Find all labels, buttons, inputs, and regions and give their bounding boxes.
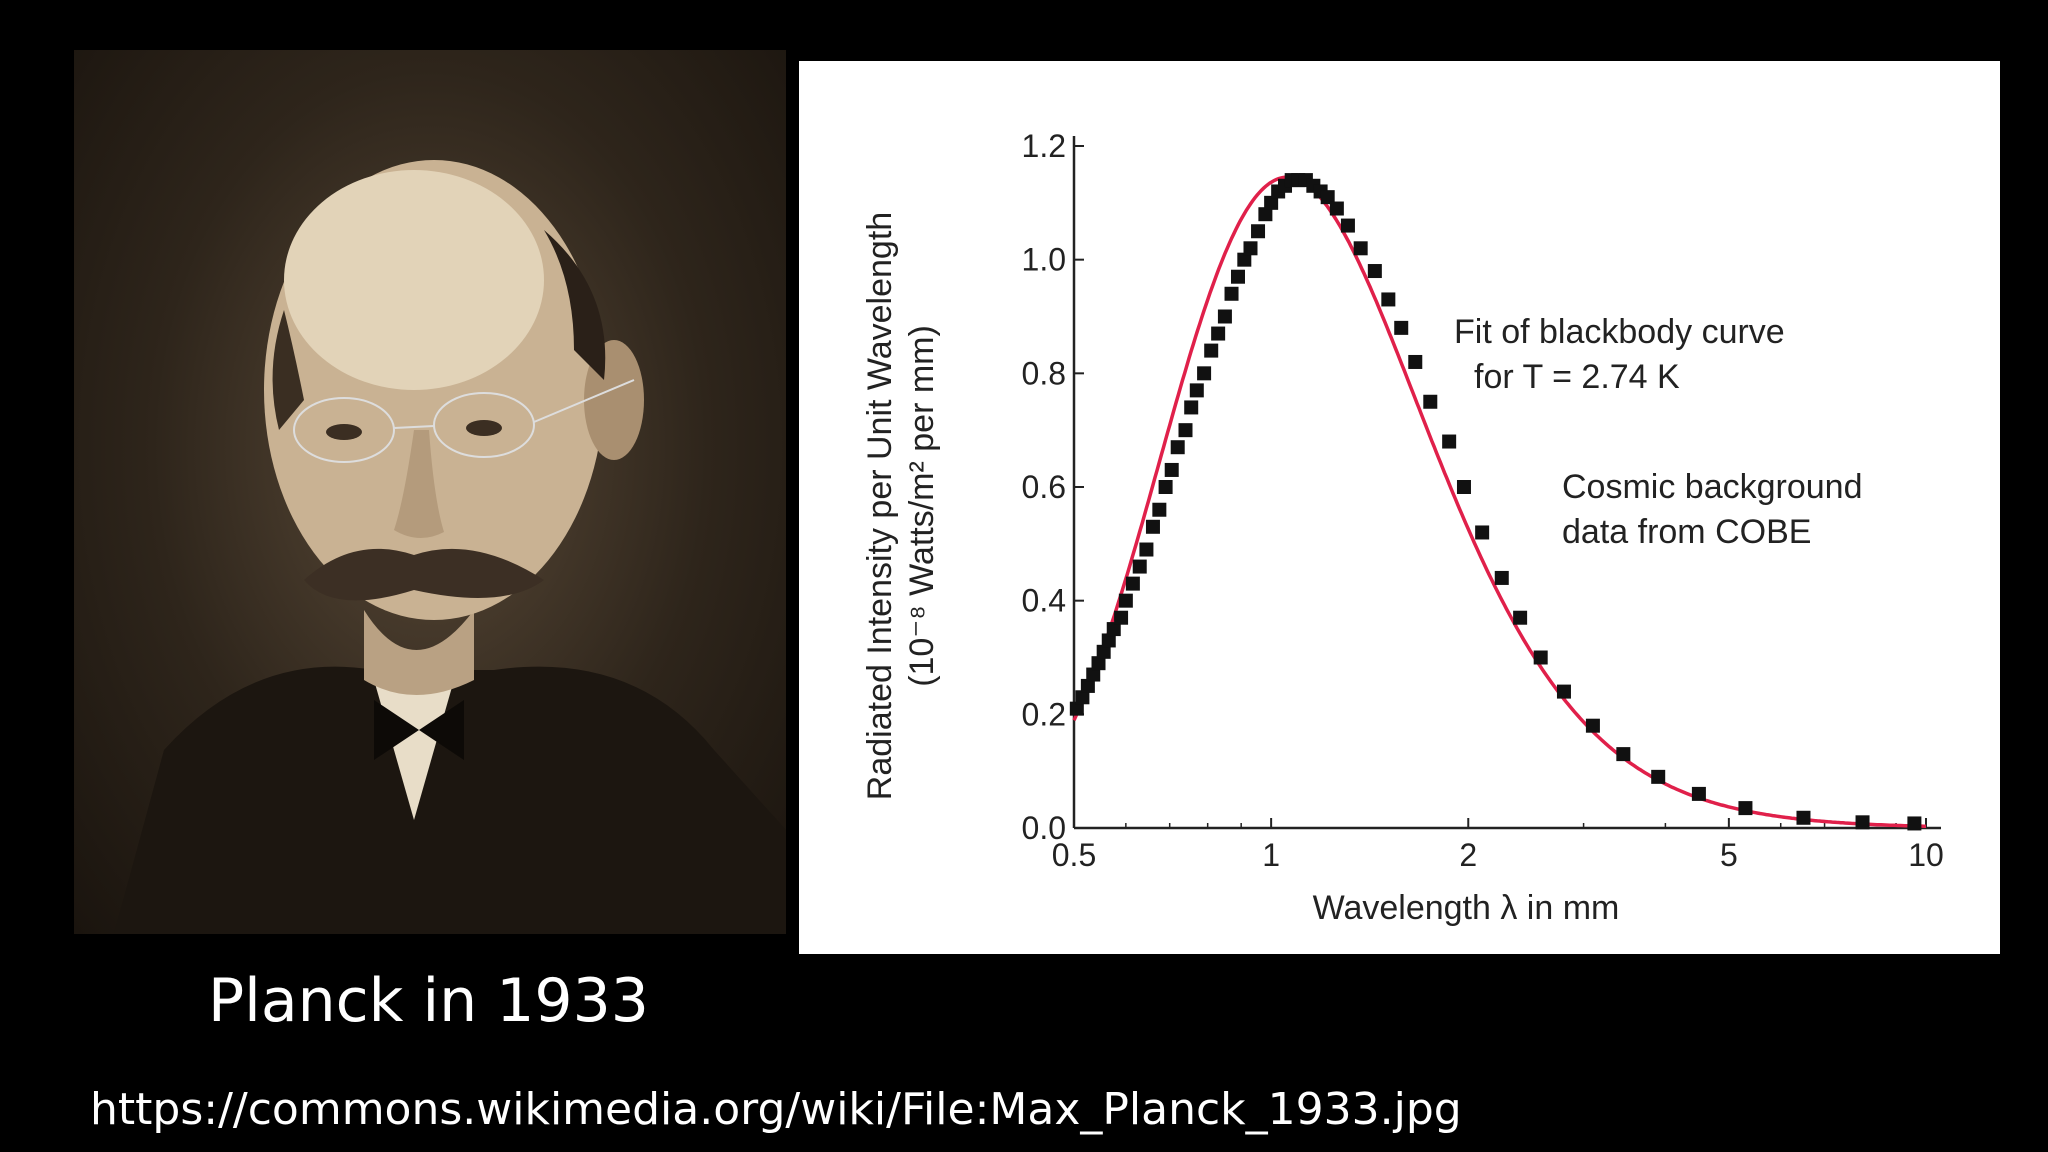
cobe-data-point [1164,462,1179,477]
cobe-data-point [1533,650,1548,665]
cobe-data-point [1139,542,1154,557]
x-tick-label: 0.5 [1052,837,1096,873]
y-tick-label: 0.8 [1022,355,1066,391]
data-points-layer [1069,173,1922,831]
cobe-data-point [1258,207,1273,222]
y-tick-label: 1.0 [1022,242,1066,278]
cobe-data-point [1158,480,1173,494]
cobe-data-point [1251,224,1266,239]
cobe-data-point [1114,610,1129,625]
y-axis-title-line2: (10⁻⁸ Watts/m² per mm) [903,325,941,687]
cobe-data-point [1394,320,1409,335]
cobe-data-point [1101,633,1116,648]
cobe-data-point [1106,622,1121,637]
y-axis-title-group: Radiated Intensity per Unit Wavelength (… [861,212,941,800]
x-axis-title: Wavelength λ in mm [1313,889,1620,927]
x-tick-label: 1 [1262,837,1280,873]
cobe-data-point [1329,201,1344,216]
cobe-data-point [1556,684,1571,699]
cobe-data-point [1442,434,1457,449]
cobe-data-point [1616,747,1631,762]
cobe-data-point [1651,769,1666,784]
fit-annotation-line2: for T = 2.74 K [1474,358,1680,396]
cobe-data-point [1340,218,1355,233]
y-tick-label: 0.4 [1022,583,1066,619]
y-tick-label: 1.2 [1022,128,1066,164]
cobe-data-point [1691,786,1706,801]
y-tick-label: 0.6 [1022,469,1066,505]
cobe-data-point [1585,718,1600,733]
cobe-data-point [1855,815,1870,830]
cobe-data-point [1796,810,1811,825]
planck-portrait-photo [74,50,786,934]
cobe-data-point [1118,593,1133,608]
cobe-data-point [1204,343,1219,358]
x-tick-label: 10 [1908,837,1944,873]
cobe-data-point [1132,559,1147,574]
cobe-data-point [1353,241,1368,256]
cobe-data-point [1237,252,1252,267]
cobe-data-point [1145,519,1160,534]
cobe-data-point [1152,502,1167,517]
cobe-data-point [1211,326,1226,341]
cobe-data-point [1197,366,1212,381]
cobe-data-point [1494,570,1509,585]
cobe-data-point [1178,423,1193,438]
cobe-data-point [1075,690,1090,705]
source-url[interactable]: https://commons.wikimedia.org/wiki/File:… [90,1084,1462,1135]
cobe-data-point [1264,195,1279,210]
cobe-data-point [1125,576,1140,591]
cobe-data-point [1320,190,1335,205]
cobe-data-point [1069,701,1084,716]
cobe-data-point [1367,264,1382,279]
cobe-data-point [1091,656,1106,671]
data-annotation-line1: Cosmic background [1562,468,1862,506]
blackbody-fit-curve [1072,175,1926,828]
blackbody-chart: 0.0 0.2 0.4 0.6 0.8 1.0 1.2 0.5 1 2 5 10 Wavelength… [799,61,2000,954]
chart-svg: 0.0 0.2 0.4 0.6 0.8 1.0 1.2 0.5 1 2 5 10 Wavelength… [861,128,1944,927]
cobe-data-point [1224,286,1239,301]
cobe-data-point [1080,678,1095,693]
cobe-data-point [1230,269,1245,284]
cobe-data-point [1096,644,1111,659]
cobe-data-point [1184,400,1199,415]
fit-curve-layer [1072,175,1926,828]
cobe-data-point [1423,394,1438,409]
cobe-data-point [1217,309,1232,324]
cobe-data-point [1475,525,1490,540]
x-tick-label: 2 [1459,837,1477,873]
fit-annotation-line1: Fit of blackbody curve [1454,313,1785,351]
axis-labels-layer: 0.0 0.2 0.4 0.6 0.8 1.0 1.2 0.5 1 2 5 10 [1022,128,1944,873]
cobe-data-point [1243,241,1258,256]
cobe-data-point [1513,610,1528,625]
y-axis-title-line1: Radiated Intensity per Unit Wavelength [861,212,899,800]
cobe-data-point [1381,292,1396,307]
cobe-data-point [1907,816,1922,831]
x-tick-label: 5 [1720,837,1738,873]
cobe-data-point [1456,480,1471,494]
cobe-data-point [1189,383,1204,398]
cobe-data-point [1170,440,1185,455]
y-tick-label: 0.2 [1022,696,1066,732]
cobe-data-point [1738,801,1753,816]
photo-caption: Planck in 1933 [208,966,649,1036]
y-tick-label: 0.0 [1022,810,1066,846]
cobe-data-point [1408,354,1423,369]
cobe-data-point [1086,667,1101,682]
data-annotation-line2: data from COBE [1562,513,1811,551]
